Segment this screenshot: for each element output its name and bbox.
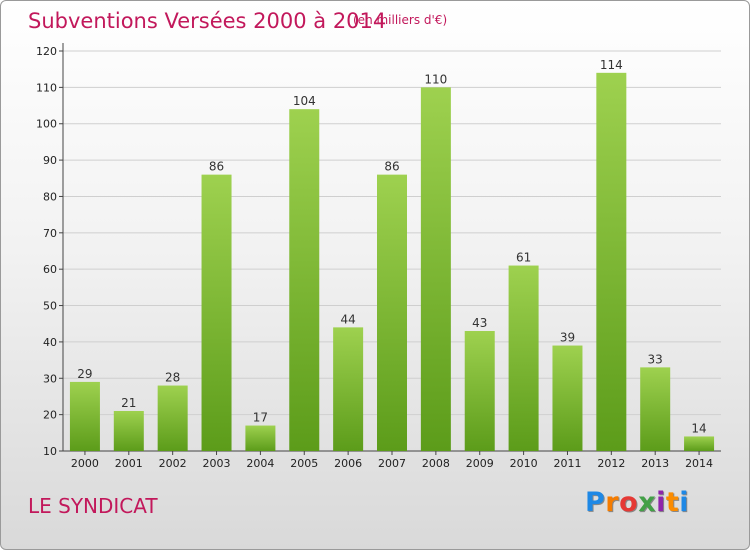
x-tick-label-2001: 2001: [115, 457, 143, 470]
bar-2013: [640, 367, 671, 451]
y-tick-label: 40: [43, 336, 57, 349]
x-tick-label-2008: 2008: [422, 457, 450, 470]
value-label-2014: 14: [691, 421, 706, 435]
value-label-2002: 28: [165, 371, 180, 385]
value-label-2004: 17: [253, 411, 268, 425]
bar-2007: [377, 174, 407, 452]
bar-2001: [113, 411, 144, 451]
value-label-2001: 21: [121, 396, 136, 410]
y-tick-label: 60: [43, 263, 57, 276]
bar-2004: [245, 425, 276, 451]
x-tick-label-2000: 2000: [71, 457, 99, 470]
y-tick-label: 90: [43, 154, 57, 167]
x-tick-label-2006: 2006: [334, 457, 362, 470]
bar-2011: [552, 345, 583, 451]
logo-letter: t: [665, 487, 680, 518]
value-label-2006: 44: [340, 312, 355, 326]
x-tick-label-2003: 2003: [203, 457, 231, 470]
y-tick-label: 30: [43, 372, 57, 385]
logo-letter: P: [585, 487, 606, 518]
bars: [69, 72, 715, 452]
y-tick-label: 80: [43, 190, 57, 203]
value-label-2005: 104: [293, 94, 316, 108]
bar-2014: [684, 436, 715, 451]
value-label-2008: 110: [424, 72, 447, 86]
y-tick-label: 110: [36, 81, 57, 94]
value-label-2009: 43: [472, 316, 487, 330]
x-tick-label-2011: 2011: [553, 457, 581, 470]
value-label-2007: 86: [384, 160, 399, 174]
proxiti-logo[interactable]: Proxiti: [585, 487, 689, 518]
logo-letter: x: [638, 487, 657, 518]
bar-2012: [596, 72, 627, 452]
y-tick-label: 20: [43, 409, 57, 422]
y-tick-label: 120: [36, 45, 57, 58]
logo-letter: o: [619, 487, 639, 518]
y-tick-label: 100: [36, 118, 57, 131]
bar-2000: [69, 381, 100, 451]
value-label-2013: 33: [648, 352, 663, 366]
x-tick-label-2004: 2004: [246, 457, 274, 470]
bar-2008: [420, 87, 451, 451]
bar-2010: [508, 265, 539, 451]
x-tick-label-2014: 2014: [685, 457, 713, 470]
bar-2009: [464, 331, 495, 451]
bar-2005: [289, 109, 320, 451]
x-tick-label-2009: 2009: [466, 457, 494, 470]
value-label-2000: 29: [77, 367, 92, 381]
x-tick-label-2002: 2002: [159, 457, 187, 470]
bar-2003: [201, 174, 232, 452]
y-tick-label: 70: [43, 227, 57, 240]
y-tick-label: 10: [43, 445, 57, 458]
x-tick-label-2012: 2012: [597, 457, 625, 470]
logo-letter: r: [605, 487, 620, 518]
commune-name: LE SYNDICAT: [28, 494, 158, 518]
bar-2006: [333, 327, 364, 451]
chart-unit: (en milliers d'€): [353, 13, 448, 27]
x-tick-label-2007: 2007: [378, 457, 406, 470]
labels: 10 20 30 40 50 60 70 80 90 100 110 120 29 2000 21 2001 2…: [36, 45, 713, 470]
y-tick-label: 50: [43, 300, 57, 313]
x-tick-label-2013: 2013: [641, 457, 669, 470]
x-tick-label-2005: 2005: [290, 457, 318, 470]
logo-letter: i: [679, 487, 690, 518]
x-tick-label-2010: 2010: [510, 457, 538, 470]
value-label-2011: 39: [560, 331, 575, 345]
value-label-2012: 114: [600, 58, 623, 72]
value-label-2003: 86: [209, 160, 224, 174]
logo-letter: i: [656, 487, 666, 518]
bar-2002: [157, 385, 188, 451]
value-label-2010: 61: [516, 251, 531, 265]
chart-title: Subventions Versées 2000 à 2014: [28, 9, 387, 33]
